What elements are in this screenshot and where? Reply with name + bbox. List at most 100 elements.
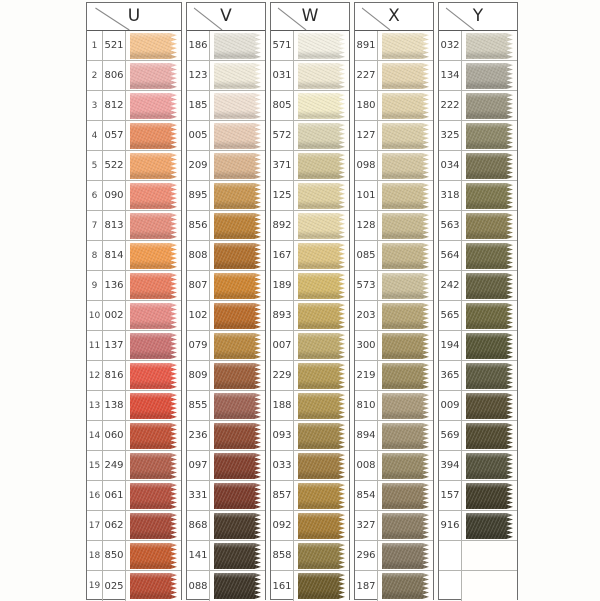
swatch-cell — [294, 151, 349, 180]
table-row: 188 — [271, 391, 349, 421]
color-code: 157 — [439, 481, 462, 510]
color-code: 167 — [271, 241, 294, 270]
column-header-label: X — [388, 6, 400, 26]
color-code: 088 — [187, 571, 210, 601]
table-row: 809 — [187, 361, 265, 391]
swatch-cell — [126, 511, 181, 540]
swatch-cell — [294, 31, 349, 60]
thread-swatch — [382, 33, 429, 59]
table-row: 18 850 — [87, 541, 181, 571]
thread-swatch — [298, 243, 345, 269]
thread-swatch — [214, 423, 261, 449]
column-group-W: W 571 031 805 572 371 125 — [270, 2, 350, 601]
table-row: 563 — [439, 211, 517, 241]
swatch-cell — [210, 571, 265, 601]
thread-swatch — [214, 573, 261, 599]
table-row: 331 — [187, 481, 265, 511]
table-row: 005 — [187, 121, 265, 151]
swatch-cell — [378, 151, 433, 180]
swatch-cell — [462, 511, 517, 540]
swatch-cell — [294, 241, 349, 270]
color-code: 061 — [103, 481, 126, 510]
color-code: 180 — [355, 91, 378, 120]
swatch-cell — [126, 61, 181, 90]
color-code: 189 — [271, 271, 294, 300]
color-code: 138 — [103, 391, 126, 420]
table-row: 365 — [439, 361, 517, 391]
swatch-cell — [126, 91, 181, 120]
swatch-cell — [126, 541, 181, 570]
swatch-cell — [294, 121, 349, 150]
swatch-cell — [462, 91, 517, 120]
table-row: 394 — [439, 451, 517, 481]
thread-swatch — [382, 183, 429, 209]
color-code: 188 — [271, 391, 294, 420]
thread-swatch — [214, 213, 261, 239]
swatch-cell — [126, 391, 181, 420]
swatch-cell — [378, 391, 433, 420]
row-number: 12 — [87, 361, 103, 390]
thread-swatch — [214, 153, 261, 179]
thread-swatch — [298, 423, 345, 449]
swatch-rows: 032 134 222 325 034 318 56 — [439, 31, 517, 601]
thread-swatch — [298, 303, 345, 329]
column-group-Y: Y 032 134 222 325 034 318 — [438, 2, 518, 601]
table-row: 3 812 — [87, 91, 181, 121]
color-code: 572 — [271, 121, 294, 150]
table-row: 085 — [355, 241, 433, 271]
table-row: 186 — [187, 31, 265, 61]
color-code: 854 — [355, 481, 378, 510]
swatch-cell — [294, 181, 349, 210]
thread-swatch — [466, 183, 513, 209]
thread-swatch — [214, 93, 261, 119]
table-row: 810 — [355, 391, 433, 421]
thread-swatch — [466, 213, 513, 239]
thread-swatch — [130, 153, 177, 179]
thread-swatch — [382, 213, 429, 239]
table-row: 569 — [439, 421, 517, 451]
thread-swatch — [298, 453, 345, 479]
table-row: 868 — [187, 511, 265, 541]
table-row: 327 — [355, 511, 433, 541]
color-code: 194 — [439, 331, 462, 360]
color-code: 892 — [271, 211, 294, 240]
thread-swatch — [298, 123, 345, 149]
table-row: 894 — [355, 421, 433, 451]
swatch-cell — [210, 61, 265, 90]
table-row: 895 — [187, 181, 265, 211]
thread-swatch — [214, 483, 261, 509]
color-code: 856 — [187, 211, 210, 240]
table-row: 2 806 — [87, 61, 181, 91]
color-code: 229 — [271, 361, 294, 390]
color-code: 101 — [355, 181, 378, 210]
thread-swatch — [298, 483, 345, 509]
color-code: 034 — [439, 151, 462, 180]
row-number: 17 — [87, 511, 103, 540]
thread-swatch — [214, 33, 261, 59]
swatch-cell — [378, 361, 433, 390]
thread-swatch — [466, 483, 513, 509]
swatch-cell — [462, 31, 517, 60]
swatch-cell — [126, 421, 181, 450]
thread-swatch — [130, 543, 177, 569]
table-row: 17 062 — [87, 511, 181, 541]
table-row: 19 025 — [87, 571, 181, 601]
color-code: 123 — [187, 61, 210, 90]
swatch-cell — [126, 571, 181, 601]
swatch-cell — [378, 211, 433, 240]
swatch-cell — [126, 121, 181, 150]
row-number: 8 — [87, 241, 103, 270]
thread-swatch — [466, 243, 513, 269]
color-code: 327 — [355, 511, 378, 540]
swatch-cell — [210, 181, 265, 210]
thread-swatch — [298, 273, 345, 299]
color-code: 855 — [187, 391, 210, 420]
column-header: W — [271, 3, 349, 31]
table-row: 161 — [271, 571, 349, 601]
row-number: 14 — [87, 421, 103, 450]
swatch-cell — [378, 181, 433, 210]
color-code: 222 — [439, 91, 462, 120]
swatch-cell — [378, 571, 433, 601]
table-row: 141 — [187, 541, 265, 571]
thread-swatch — [466, 123, 513, 149]
